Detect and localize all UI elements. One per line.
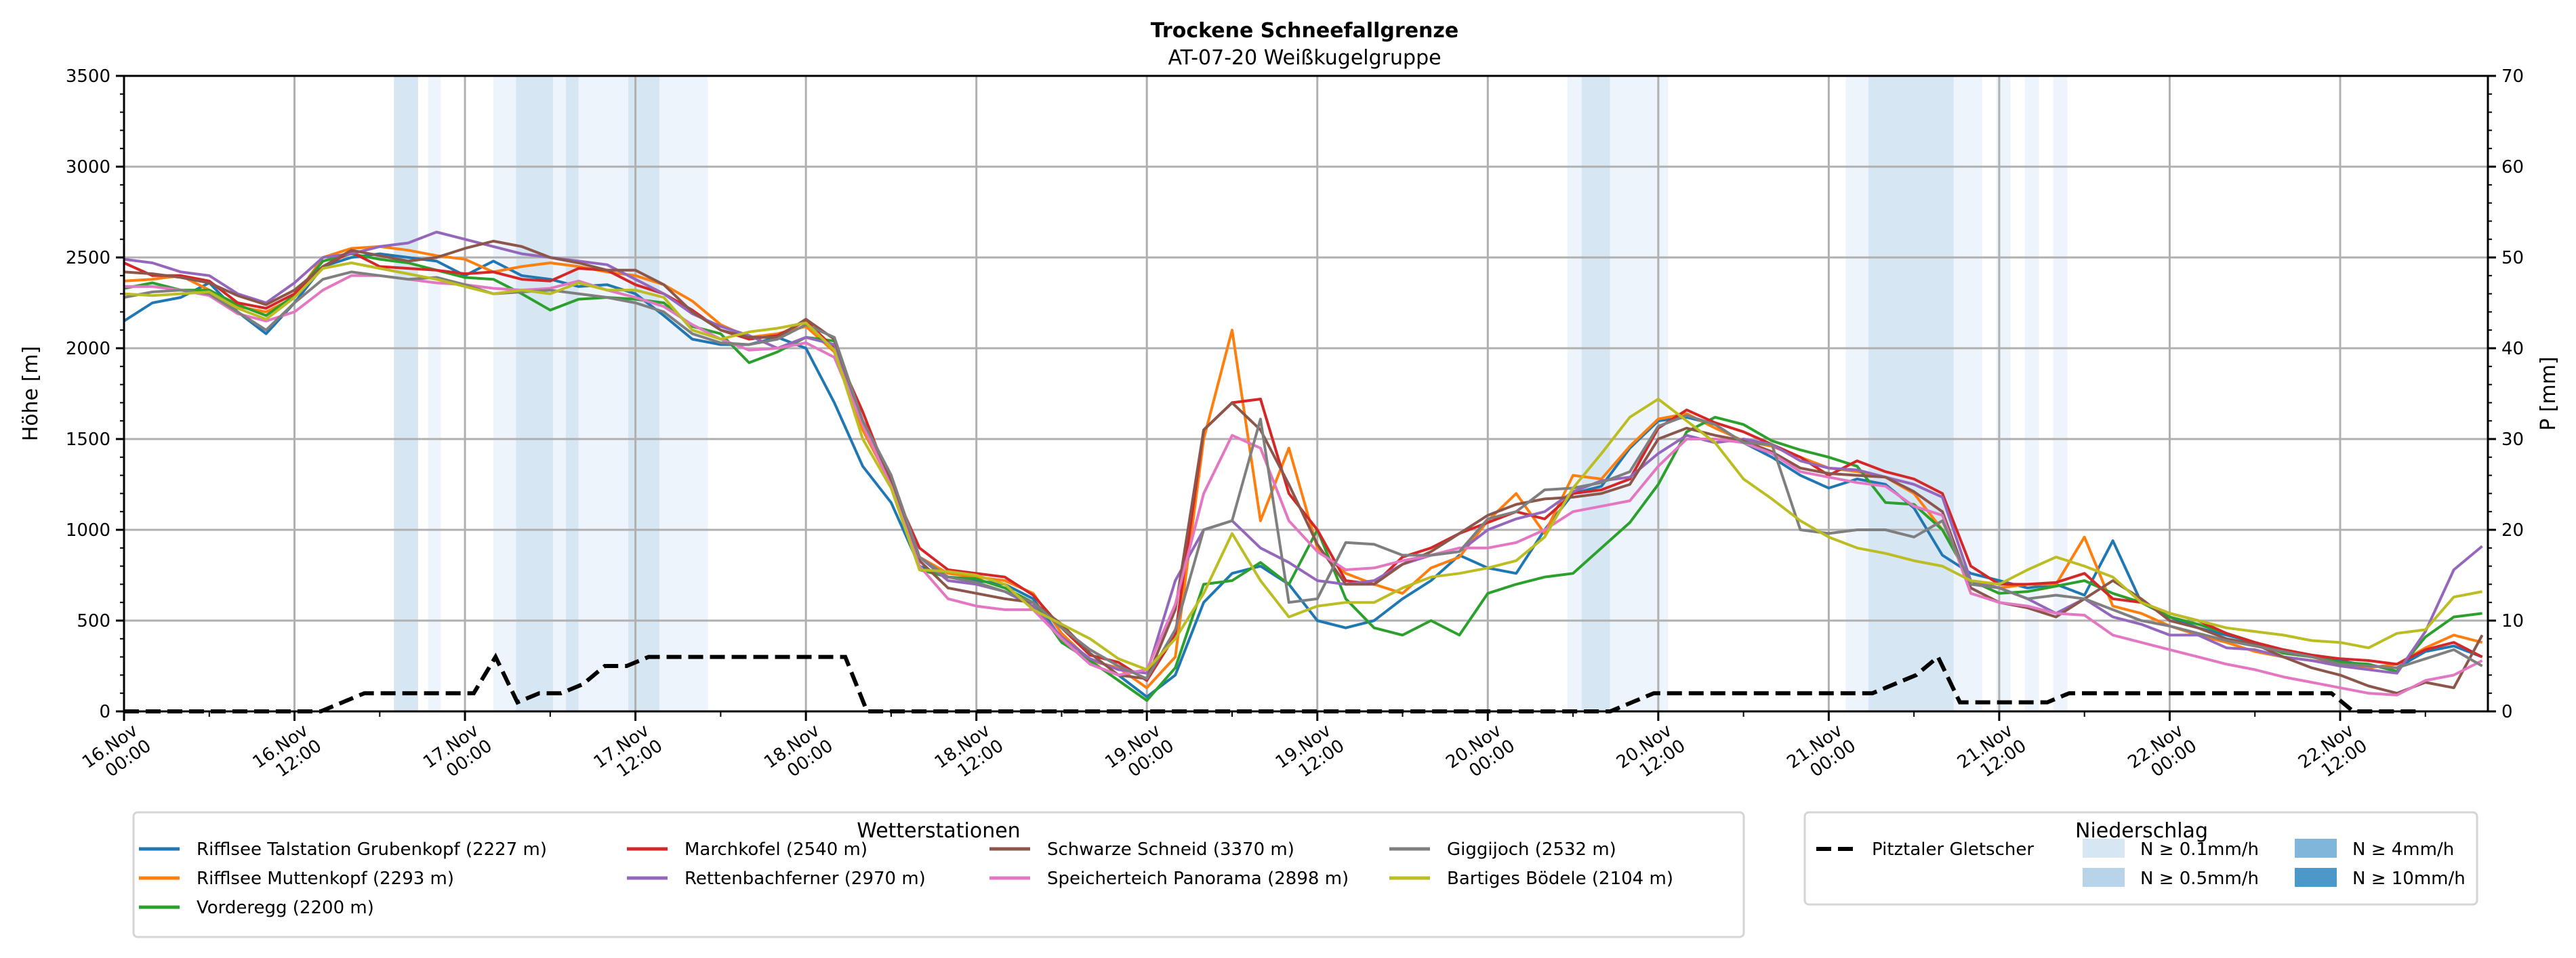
legend-label: Rettenbachferner (2970 m) — [684, 869, 926, 889]
y-tick-label: 1500 — [66, 430, 110, 450]
series-line — [123, 239, 2484, 695]
precipitation-bands — [394, 76, 2068, 711]
y-right-tick-label: 60 — [2501, 157, 2524, 178]
series-line — [123, 262, 2482, 671]
precip-line-pitztaler — [124, 652, 2419, 713]
y-axis-label-left: Höhe [m] — [19, 346, 43, 442]
series-line — [123, 230, 2483, 675]
precip-band — [1953, 76, 1982, 711]
precip-band — [1567, 76, 1582, 711]
legend-stations-title: Wetterstationen — [857, 819, 1020, 843]
precip-band — [1845, 76, 1869, 711]
y-tick-label: 500 — [77, 611, 110, 631]
legend-label: Rifflsee Muttenkopf (2293 m) — [197, 869, 454, 889]
y-tick-label: 2500 — [66, 248, 110, 268]
legend-patch — [2083, 839, 2125, 858]
y-right-tick-label: 40 — [2501, 339, 2524, 359]
precip-band — [553, 76, 566, 711]
series-line — [123, 252, 2482, 702]
legend-label: Bartiges Bödele (2104 m) — [1447, 869, 1673, 889]
legend-label: N ≥ 0.1mm/h — [2140, 839, 2259, 860]
chart-title: Trockene Schneefallgrenze — [1151, 19, 1458, 43]
precip-band — [1610, 76, 1669, 711]
precip-band — [493, 76, 516, 711]
precip-band — [1868, 76, 1954, 711]
legend-label: N ≥ 4mm/h — [2352, 839, 2454, 860]
legend-label: Pitztaler Gletscher — [1872, 839, 2034, 860]
precip-band — [394, 76, 418, 711]
y-tick-label: 3000 — [66, 157, 110, 178]
grid-lines — [123, 75, 2488, 713]
y-axis-label-right: P [mm] — [2537, 356, 2560, 430]
legend-stations: Wetterstationen Rifflsee Talstation Grub… — [132, 811, 1745, 938]
legend-label: Giggijoch (2532 m) — [1447, 839, 1616, 860]
legend-label: N ≥ 0.5mm/h — [2140, 869, 2259, 889]
precip-band — [659, 76, 708, 711]
y-right-tick-label: 30 — [2501, 430, 2524, 450]
y-right-tick-label: 0 — [2501, 702, 2513, 722]
series-line — [123, 270, 2483, 680]
y-right-tick-label: 10 — [2501, 611, 2524, 631]
station-series — [123, 230, 2484, 702]
y-tick-label: 0 — [99, 702, 110, 722]
y-right-tick-label: 20 — [2501, 520, 2524, 541]
precip-band — [565, 76, 579, 711]
series-line — [123, 245, 2483, 690]
precip-series — [124, 652, 2419, 713]
legend-label: Marchkofel (2540 m) — [684, 839, 867, 860]
precip-band — [578, 76, 629, 711]
legend-label: Speicherteich Panorama (2898 m) — [1047, 869, 1349, 889]
chart-subtitle: AT-07-20 Weißkugelgruppe — [1168, 46, 1441, 70]
legend-label: Rifflsee Talstation Grubenkopf (2227 m) — [197, 839, 547, 860]
legend-patch — [2083, 868, 2125, 887]
y-right-tick-label: 50 — [2501, 248, 2524, 268]
precip-band — [2053, 76, 2068, 711]
legend-patch — [2295, 839, 2337, 858]
y-right-tick-label: 70 — [2501, 66, 2524, 87]
legend-patch — [2295, 868, 2337, 887]
series-line — [124, 274, 2483, 696]
precip-band — [2024, 76, 2039, 711]
precip-band — [428, 76, 441, 711]
plot-frame — [123, 75, 2489, 713]
legend-label: N ≥ 10mm/h — [2352, 869, 2466, 889]
y-tick-label: 3500 — [66, 66, 110, 87]
legend-precipitation: Niederschlag Pitztaler Gletscher N ≥ 0.1m… — [1803, 811, 2478, 906]
y-tick-label: 1000 — [66, 520, 110, 541]
legend-label: Vorderegg (2200 m) — [197, 898, 374, 918]
precip-band — [628, 76, 660, 711]
precip-band — [516, 76, 554, 711]
legend-label: Schwarze Schneid (3370 m) — [1047, 839, 1294, 860]
y-tick-label: 2000 — [66, 339, 110, 359]
series-line — [123, 252, 2483, 699]
precip-band — [1581, 76, 1610, 711]
